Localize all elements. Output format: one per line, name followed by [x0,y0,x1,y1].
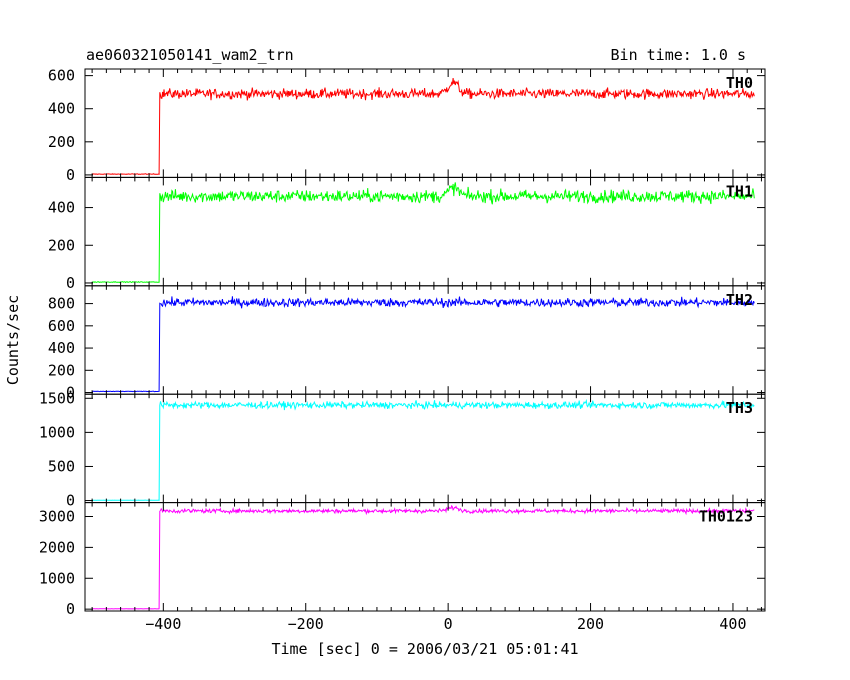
y-tick-label: 800 [48,295,75,313]
series-line-th0123 [92,504,755,610]
y-tick-label: 0 [66,492,75,510]
series-line-th2 [92,296,755,393]
y-tick-label: 0 [66,384,75,402]
y-tick-label: 0 [66,166,75,184]
y-tick-label: 200 [48,133,75,151]
x-tick-label: −200 [288,615,324,633]
chart-title: ae060321050141_wam2_trn [86,46,294,64]
x-tick-label: −400 [145,615,181,633]
panel-frame-th0 [84,68,766,178]
x-axis-title: Time [sec] 0 = 2006/03/21 05:01:41 [271,640,578,658]
panel-label-th0123: TH0123 [699,508,753,526]
bin-time-label: Bin time: 1.0 s [611,46,746,64]
y-tick-label: 1000 [39,569,75,587]
y-tick-label: 400 [48,339,75,357]
panel-label-th3: TH3 [726,399,753,417]
y-tick-label: 400 [48,100,75,118]
series-line-th1 [91,182,755,284]
panel-label-th1: TH1 [726,182,753,200]
panels-group: 0 200 400 600 TH0 0 200 400 TH1 0 200 400 600 800 TH2 0… [39,67,766,633]
series-line-th0 [92,78,755,176]
y-tick-label: 200 [48,236,75,254]
x-tick-label: 200 [577,615,604,633]
y-tick-label: 1500 [39,389,75,407]
series-line-th3 [92,398,755,501]
y-tick-label: 0 [66,274,75,292]
y-tick-label: 600 [48,317,75,335]
panel-frame-th0123 [84,502,766,612]
panel-label-th2: TH2 [726,291,753,309]
y-tick-label: 400 [48,199,75,217]
y-tick-label: 500 [48,457,75,475]
y-tick-label: 2000 [39,538,75,556]
y-axis-title: Counts/sec [4,295,22,385]
panel-frame-th3 [84,393,766,504]
x-tick-label: 0 [444,615,453,633]
y-tick-label: 3000 [39,507,75,525]
y-tick-label: 0 [66,600,75,618]
x-tick-label: 400 [719,615,746,633]
y-tick-label: 1000 [39,423,75,441]
y-tick-label: 200 [48,361,75,379]
y-tick-label: 600 [48,67,75,85]
panel-label-th0: TH0 [726,74,753,92]
